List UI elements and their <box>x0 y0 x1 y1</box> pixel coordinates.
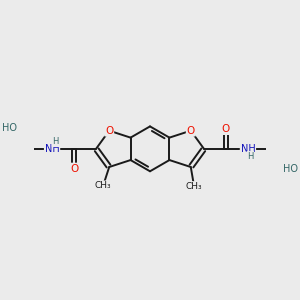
Text: HO: HO <box>2 124 17 134</box>
Text: H: H <box>247 152 254 161</box>
Text: HO: HO <box>283 164 298 174</box>
Text: O: O <box>70 164 78 173</box>
Text: O: O <box>105 126 113 136</box>
Text: H: H <box>52 137 59 146</box>
Text: CH₃: CH₃ <box>95 181 112 190</box>
Text: O: O <box>187 126 195 136</box>
Text: CH₃: CH₃ <box>186 182 202 191</box>
Text: NH: NH <box>241 144 255 154</box>
Text: NH: NH <box>45 144 59 154</box>
Text: O: O <box>222 124 230 134</box>
